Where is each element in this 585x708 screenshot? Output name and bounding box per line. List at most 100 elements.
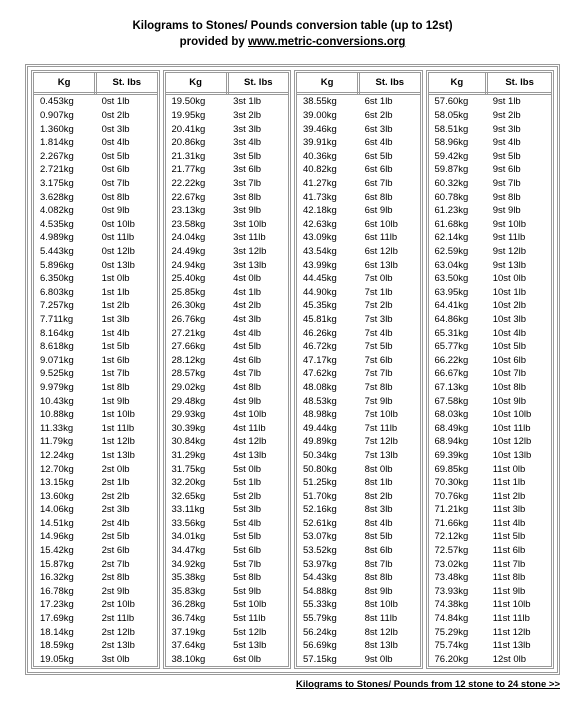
cell-stlbs: 5st 12lb (227, 625, 288, 639)
table-row: 24.49kg3st 12lb (166, 245, 289, 259)
cell-stlbs: 3st 2lb (227, 109, 288, 123)
cell-kg: 73.48kg (429, 571, 487, 585)
table-row: 58.96kg9st 4lb (429, 136, 552, 150)
cell-kg: 45.81kg (297, 313, 359, 327)
table-row: 41.73kg6st 8lb (297, 190, 420, 204)
table-row: 38.10kg6st 0lb (166, 653, 289, 667)
cell-kg: 23.13kg (166, 204, 228, 218)
cell-stlbs: 11st 10lb (487, 598, 551, 612)
table-row: 42.18kg6st 9lb (297, 204, 420, 218)
cell-stlbs: 9st 4lb (487, 136, 551, 150)
cell-kg: 53.52kg (297, 544, 359, 558)
cell-stlbs: 3st 6lb (227, 163, 288, 177)
cell-kg: 66.67kg (429, 367, 487, 381)
table-row: 20.41kg3st 3lb (166, 122, 289, 136)
cell-kg: 53.07kg (297, 530, 359, 544)
cell-kg: 1.814kg (34, 136, 96, 150)
cell-kg: 29.02kg (166, 381, 228, 395)
table-row: 25.40kg4st 0lb (166, 272, 289, 286)
table-row: 14.96kg2st 5lb (34, 530, 157, 544)
cell-kg: 1.360kg (34, 122, 96, 136)
cell-stlbs: 0st 2lb (96, 109, 157, 123)
table-row: 4.082kg0st 9lb (34, 204, 157, 218)
cell-kg: 29.48kg (166, 394, 228, 408)
cell-kg: 18.14kg (34, 625, 96, 639)
cell-kg: 63.50kg (429, 272, 487, 286)
cell-stlbs: 8st 4lb (359, 517, 420, 531)
cell-kg: 3.628kg (34, 190, 96, 204)
cell-kg: 53.97kg (297, 557, 359, 571)
cell-stlbs: 6st 13lb (359, 258, 420, 272)
table-row: 36.28kg5st 10lb (166, 598, 289, 612)
cell-stlbs: 2st 12lb (96, 625, 157, 639)
table-row: 21.77kg3st 6lb (166, 163, 289, 177)
cell-kg: 57.15kg (297, 653, 359, 667)
cell-kg: 42.63kg (297, 218, 359, 232)
cell-stlbs: 9st 12lb (487, 245, 551, 259)
table-row: 45.35kg7st 2lb (297, 299, 420, 313)
table-row: 54.43kg8st 8lb (297, 571, 420, 585)
table-row: 10.88kg1st 10lb (34, 408, 157, 422)
cell-kg: 39.46kg (297, 122, 359, 136)
cell-kg: 0.907kg (34, 109, 96, 123)
cell-kg: 62.59kg (429, 245, 487, 259)
cell-stlbs: 1st 10lb (96, 408, 157, 422)
cell-kg: 31.29kg (166, 449, 228, 463)
header-stlbs: St. lbs (359, 73, 420, 94)
table-row: 62.14kg9st 11lb (429, 231, 552, 245)
cell-stlbs: 2st 1lb (96, 476, 157, 490)
cell-stlbs: 8st 5lb (359, 530, 420, 544)
cell-kg: 25.85kg (166, 286, 228, 300)
cell-stlbs: 2st 3lb (96, 503, 157, 517)
cell-stlbs: 5st 8lb (227, 571, 288, 585)
cell-stlbs: 9st 8lb (487, 190, 551, 204)
table-row: 34.01kg5st 5lb (166, 530, 289, 544)
cell-kg: 54.88kg (297, 585, 359, 599)
conversion-table: KgSt. lbs0.453kg0st 1lb0.907kg0st 2lb1.3… (34, 73, 157, 666)
footer-link-text: Kilograms to Stones/ Pounds from 12 ston… (296, 679, 560, 690)
table-row: 35.83kg5st 9lb (166, 585, 289, 599)
cell-kg: 4.989kg (34, 231, 96, 245)
conversion-table: KgSt. lbs57.60kg9st 1lb58.05kg9st 2lb58.… (429, 73, 552, 666)
cell-stlbs: 3st 8lb (227, 190, 288, 204)
cell-stlbs: 5st 6lb (227, 544, 288, 558)
cell-kg: 10.43kg (34, 394, 96, 408)
cell-stlbs: 5st 0lb (227, 462, 288, 476)
table-row: 68.03kg10st 10lb (429, 408, 552, 422)
cell-kg: 49.44kg (297, 421, 359, 435)
table-row: 29.93kg4st 10lb (166, 408, 289, 422)
title-link[interactable]: www.metric-conversions.org (248, 36, 405, 48)
cell-kg: 38.55kg (297, 94, 359, 109)
table-row: 11.33kg1st 11lb (34, 421, 157, 435)
cell-kg: 8.164kg (34, 326, 96, 340)
cell-stlbs: 7st 10lb (359, 408, 420, 422)
table-row: 76.20kg12st 0lb (429, 653, 552, 667)
cell-stlbs: 3st 12lb (227, 245, 288, 259)
cell-stlbs: 5st 2lb (227, 489, 288, 503)
cell-kg: 73.02kg (429, 557, 487, 571)
cell-stlbs: 1st 3lb (96, 313, 157, 327)
cell-kg: 18.59kg (34, 639, 96, 653)
cell-kg: 24.49kg (166, 245, 228, 259)
cell-stlbs: 4st 10lb (227, 408, 288, 422)
table-row: 28.12kg4st 6lb (166, 353, 289, 367)
cell-stlbs: 10st 10lb (487, 408, 551, 422)
table-row: 3.628kg0st 8lb (34, 190, 157, 204)
conversion-column: KgSt. lbs38.55kg6st 1lb39.00kg6st 2lb39.… (294, 70, 423, 669)
cell-stlbs: 6st 2lb (359, 109, 420, 123)
cell-stlbs: 11st 7lb (487, 557, 551, 571)
cell-stlbs: 9st 6lb (487, 163, 551, 177)
cell-stlbs: 11st 4lb (487, 517, 551, 531)
cell-stlbs: 10st 6lb (487, 353, 551, 367)
table-row: 32.65kg5st 2lb (166, 489, 289, 503)
table-row: 71.21kg11st 3lb (429, 503, 552, 517)
cell-kg: 8.618kg (34, 340, 96, 354)
table-row: 75.74kg11st 13lb (429, 639, 552, 653)
cell-kg: 30.84kg (166, 435, 228, 449)
table-row: 33.56kg5st 4lb (166, 517, 289, 531)
cell-stlbs: 4st 11lb (227, 421, 288, 435)
footer-link[interactable]: Kilograms to Stones/ Pounds from 12 ston… (25, 679, 560, 690)
table-row: 64.86kg10st 3lb (429, 313, 552, 327)
cell-stlbs: 10st 11lb (487, 421, 551, 435)
cell-stlbs: 7st 12lb (359, 435, 420, 449)
